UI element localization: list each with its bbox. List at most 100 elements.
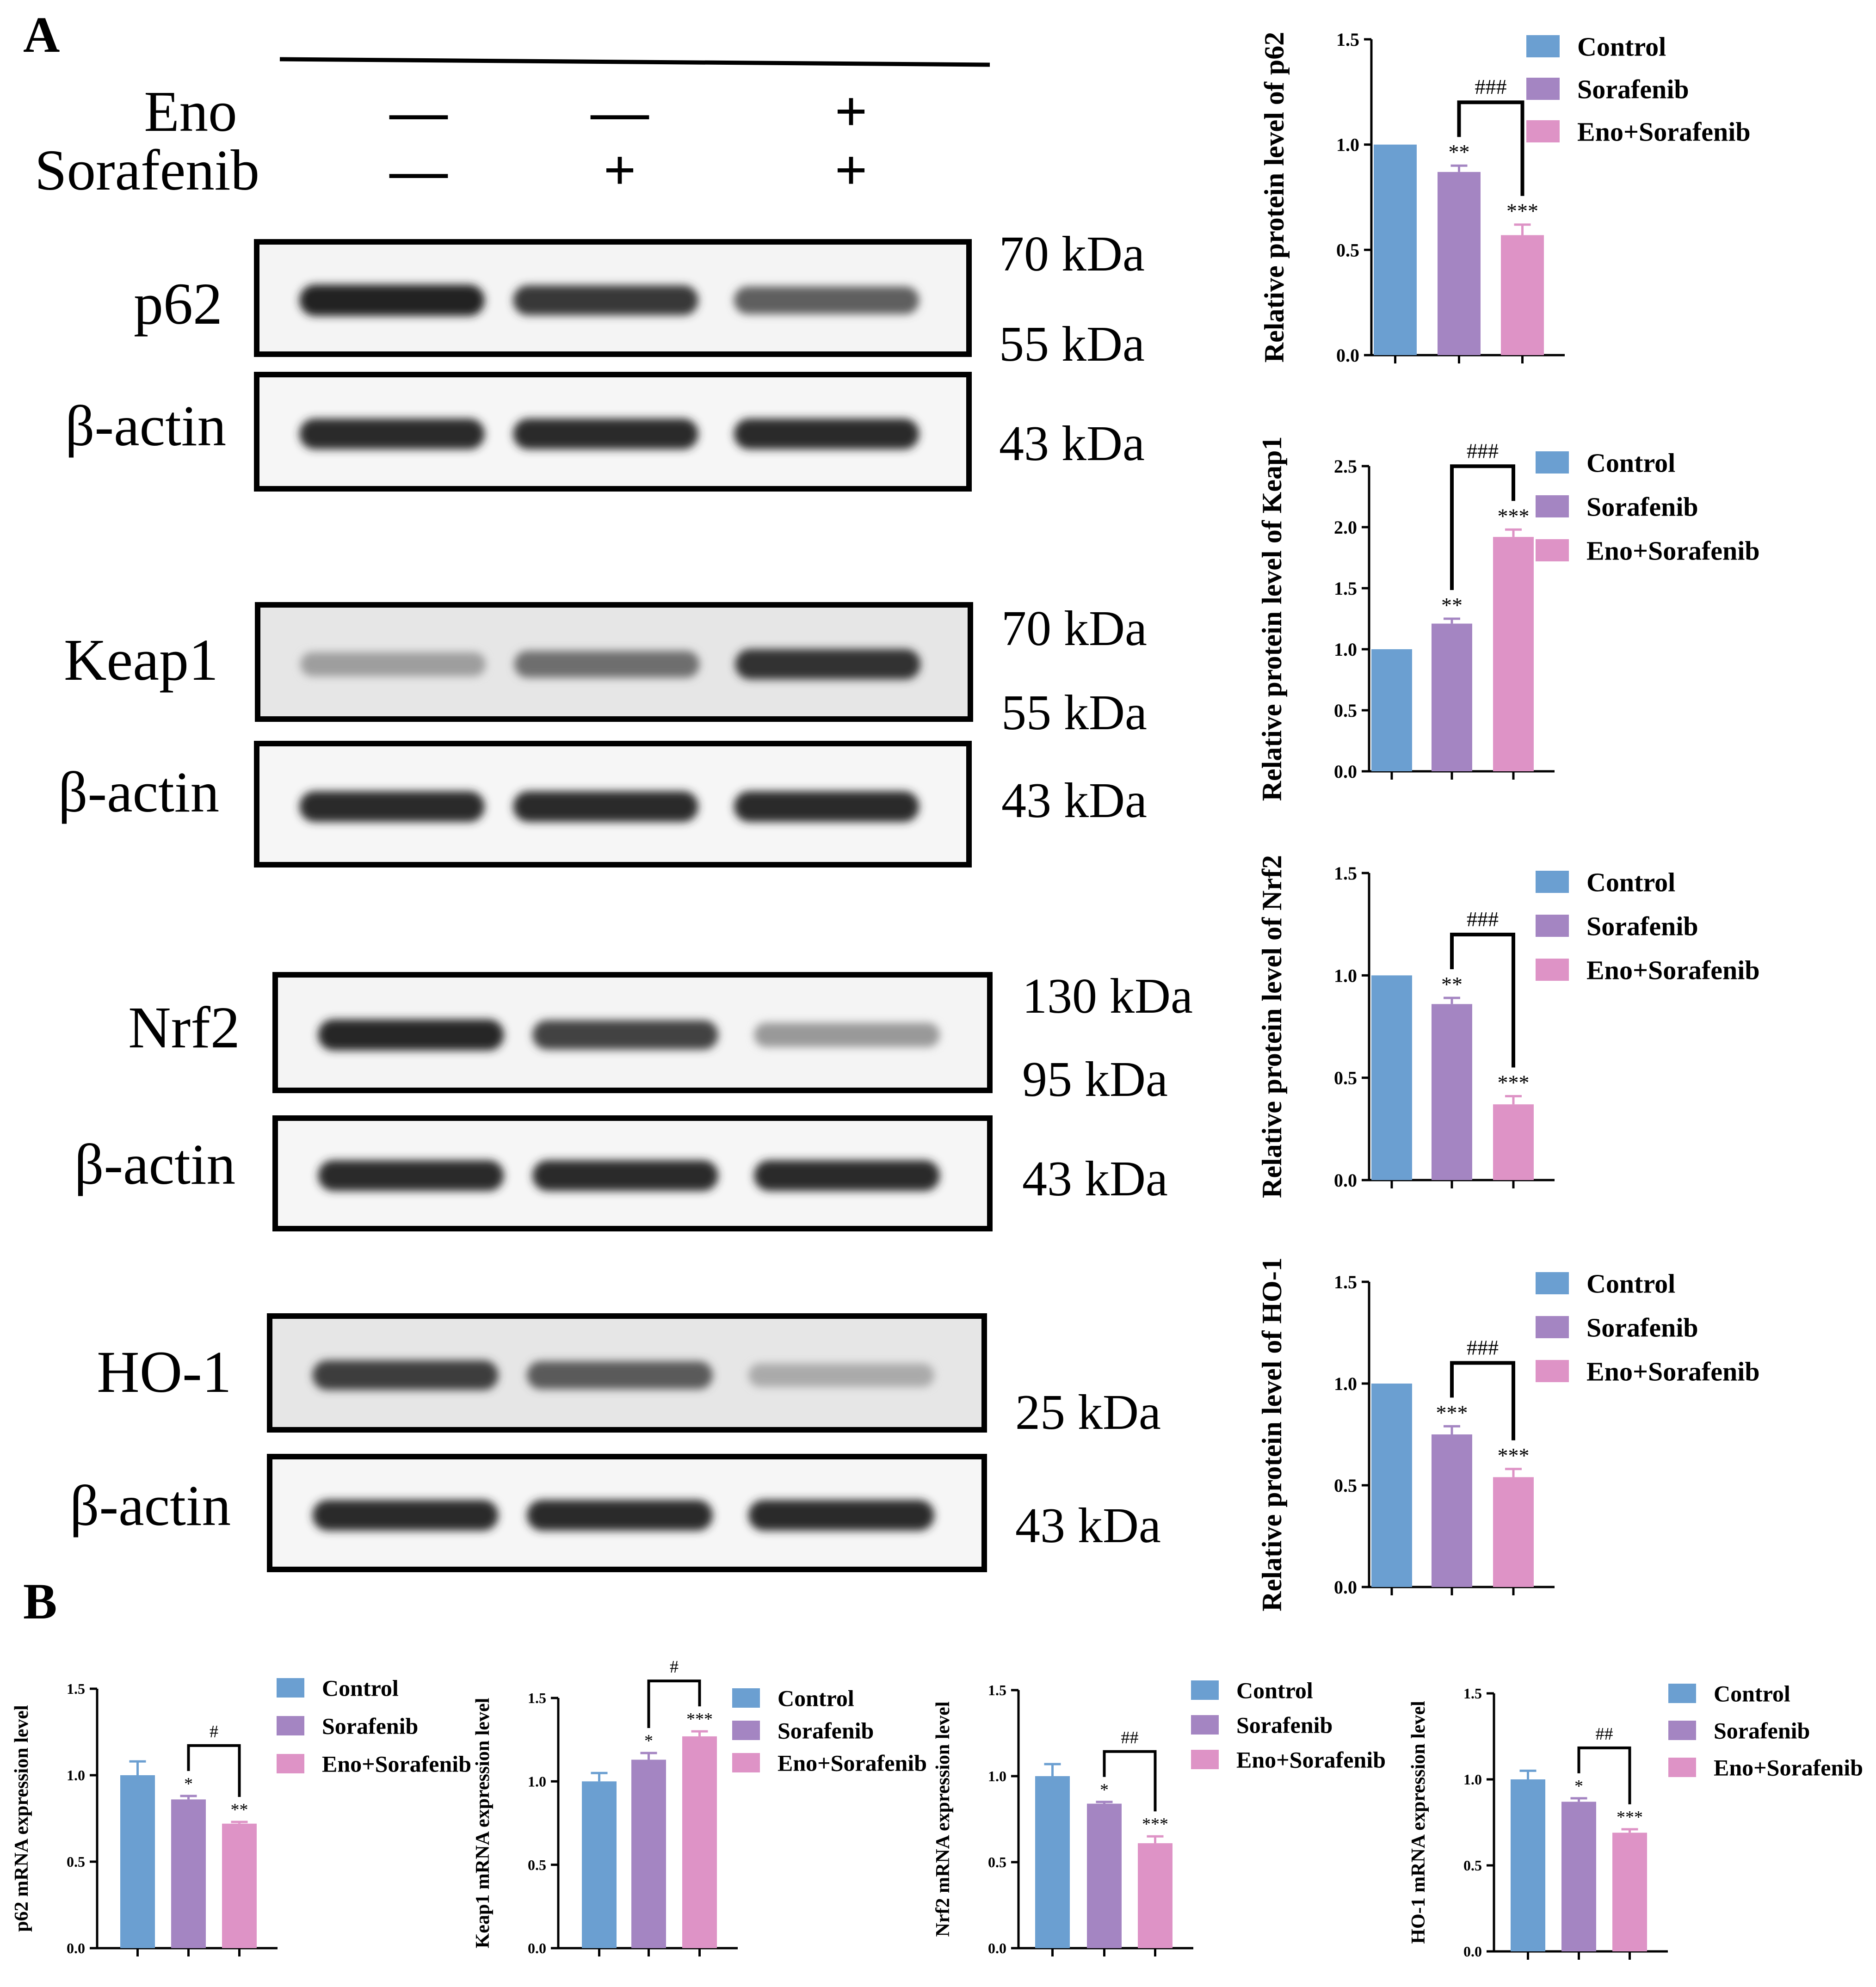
- legend-entry: Control: [1586, 448, 1675, 478]
- y-axis-label: Relative protein level of Nrf2: [1257, 855, 1287, 1198]
- blot-label: Keap1: [64, 627, 218, 693]
- significance-stars: ***: [1142, 1815, 1168, 1834]
- comparison-label: ###: [1467, 439, 1499, 462]
- plus-sign: +: [834, 139, 867, 203]
- blot-label: HO-1: [97, 1339, 232, 1405]
- chart-2: 0.0 0.5 1.0 1.5 2.0 2.5 Relative protein level…: [1257, 437, 1760, 801]
- legend-swatch: [1526, 78, 1560, 100]
- legend-entry: Sorafenib: [778, 1718, 874, 1744]
- loading-label: β-actin: [65, 394, 226, 458]
- y-tick-label: 1.0: [67, 1767, 85, 1784]
- actin-band: [527, 1500, 713, 1531]
- legend-swatch: [732, 1688, 760, 1708]
- y-tick-label: 0.5: [1334, 1475, 1357, 1496]
- y-tick-label: 1.0: [988, 1768, 1006, 1784]
- blot-p62: p62 β-actin 70 kDa 55 kDa 43 kDa: [65, 227, 1145, 492]
- significance-stars: *: [644, 1731, 653, 1751]
- protein-band: [734, 286, 919, 314]
- bar: [1612, 1833, 1647, 1951]
- bar: [1432, 623, 1472, 771]
- actin-band: [748, 1500, 934, 1531]
- bar: [171, 1799, 206, 1948]
- bar: [1511, 1779, 1545, 1951]
- actin-band: [532, 1160, 718, 1191]
- legend-entry: Eno+Sorafenib: [1577, 117, 1751, 147]
- bar: [1138, 1843, 1172, 1948]
- y-axis-label: Relative protein level of HO-1: [1257, 1257, 1287, 1611]
- bar: [1371, 975, 1412, 1180]
- blot-label: Nrf2: [128, 995, 240, 1060]
- legend-swatch: [277, 1678, 304, 1698]
- protein-band: [754, 1022, 940, 1047]
- panel-label-b: B: [23, 1573, 57, 1630]
- bar: [1371, 649, 1412, 771]
- blot-label: p62: [134, 271, 222, 337]
- y-tick-label: 1.0: [1463, 1771, 1482, 1788]
- legend-swatch: [1526, 35, 1560, 57]
- bar: [1561, 1802, 1596, 1951]
- chart-8: 0.00.51.01.5HO-1 mRNA expression level **…: [1408, 1681, 1863, 1960]
- plus-sign: +: [834, 80, 867, 144]
- y-tick-label: 0.5: [988, 1854, 1006, 1870]
- chart-6: 0.0 0.5 1.0 1.5 Keap1 mRNA expression level *…: [472, 1657, 927, 1956]
- protein-band: [748, 1363, 934, 1387]
- comparison-bracket: [1577, 1746, 1631, 1804]
- mw-marker: 43 kDa: [1015, 1498, 1161, 1553]
- legend-swatch: [732, 1721, 760, 1740]
- y-tick-label: 2.5: [1334, 456, 1357, 477]
- minus-sign: —: [389, 139, 448, 203]
- significance-stars: *: [1100, 1780, 1109, 1800]
- y-tick-label: 0.5: [1336, 240, 1359, 260]
- protein-band: [514, 651, 700, 678]
- y-tick-label: 1.0: [1334, 1373, 1357, 1394]
- legend-swatch: [732, 1753, 760, 1772]
- y-tick-label: 1.5: [528, 1690, 546, 1706]
- y-tick-label: 0.0: [1463, 1943, 1482, 1960]
- legend-swatch: [1191, 1715, 1219, 1735]
- legend-swatch: [1536, 915, 1569, 937]
- loading-label: β-actin: [58, 761, 219, 824]
- panel-label-a: A: [23, 6, 60, 63]
- y-tick-label: 0.0: [1336, 345, 1359, 366]
- comparison-label: ##: [1596, 1724, 1613, 1744]
- bar: [222, 1823, 257, 1948]
- actin-band: [734, 791, 919, 822]
- legend-entry: Control: [1236, 1678, 1313, 1704]
- y-tick-label: 0.0: [67, 1940, 85, 1956]
- bar: [1087, 1803, 1122, 1948]
- chart-1: 0.0 0.5 1.0 1.5 Relative protein level of p6…: [1259, 29, 1751, 366]
- mw-marker: 130 kDa: [1022, 969, 1193, 1024]
- legend-entry: Control: [1714, 1681, 1790, 1707]
- protein-band: [300, 652, 486, 677]
- legend-entry: Sorafenib: [1586, 1312, 1698, 1342]
- y-axis-label: Keap1 mRNA expression level: [472, 1698, 494, 1949]
- comparison-bracket: [647, 1679, 701, 1729]
- mw-marker: 43 kDa: [1001, 773, 1147, 828]
- actin-band: [299, 418, 485, 449]
- protein-band: [513, 285, 698, 315]
- legend-swatch: [1526, 120, 1560, 142]
- blot-keap1: Keap1 β-actin 70 kDa 55 kDa 43 kDa: [58, 601, 1147, 867]
- legend-entry: Eno+Sorafenib: [1586, 535, 1760, 566]
- significance-stars: ***: [1498, 1444, 1530, 1467]
- y-tick-label: 0.5: [1334, 700, 1357, 721]
- y-tick-label: 1.0: [1334, 639, 1357, 660]
- comparison-bracket: [1457, 100, 1524, 196]
- y-tick-label: 1.5: [1334, 578, 1357, 599]
- legend-swatch: [1536, 1360, 1569, 1382]
- legend-swatch: [1536, 959, 1569, 981]
- legend-swatch: [1536, 1316, 1569, 1338]
- minus-sign: —: [591, 80, 649, 144]
- bar: [1493, 1477, 1534, 1587]
- comparison-bracket: [1450, 1361, 1515, 1440]
- significance-stars: **: [231, 1800, 248, 1820]
- chart-4: 0.0 0.5 1.0 1.5 Relative protein level of HO…: [1257, 1257, 1760, 1611]
- legend-entry: Sorafenib: [1586, 911, 1698, 941]
- comparison-bracket: [1450, 464, 1515, 590]
- mw-marker: 55 kDa: [1001, 685, 1147, 740]
- legend-entry: Eno+Sorafenib: [778, 1750, 927, 1776]
